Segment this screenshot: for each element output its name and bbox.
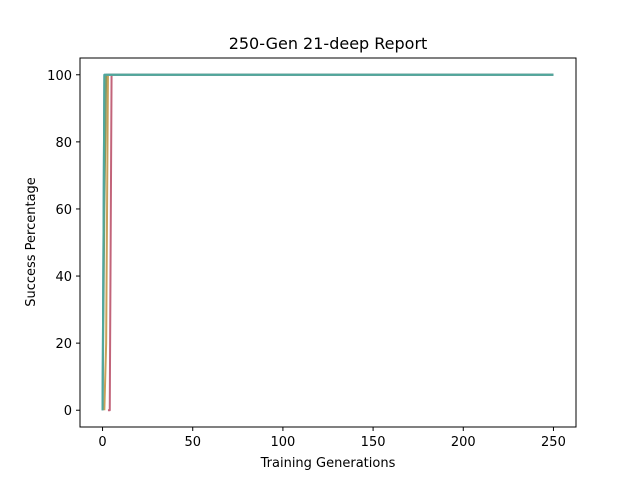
y-tick-label: 80 bbox=[55, 136, 72, 151]
series-line-5 bbox=[101, 73, 554, 411]
x-tick-label: 150 bbox=[361, 435, 386, 450]
y-tick-label: 20 bbox=[55, 337, 72, 352]
x-tick-label: 200 bbox=[451, 435, 476, 450]
series-line-3 bbox=[101, 73, 554, 411]
y-tick-label: 0 bbox=[64, 404, 72, 419]
plot-lines bbox=[101, 73, 554, 412]
x-axis-ticks: 0 50 100 150 200 250 bbox=[98, 427, 566, 450]
x-tick-label: 100 bbox=[270, 435, 295, 450]
y-tick-label: 40 bbox=[55, 270, 72, 285]
x-tick-label: 50 bbox=[184, 435, 201, 450]
x-tick-label: 250 bbox=[541, 435, 566, 450]
y-axis-label: Success Percentage bbox=[24, 177, 39, 307]
y-tick-label: 60 bbox=[55, 203, 72, 218]
chart-title: 250-Gen 21-deep Report bbox=[229, 34, 428, 53]
y-axis-ticks: 0 20 40 60 80 100 bbox=[47, 69, 80, 419]
series-line-4 bbox=[101, 73, 554, 411]
y-tick-label: 100 bbox=[47, 69, 72, 84]
x-tick-label: 0 bbox=[98, 435, 106, 450]
series-line-1 bbox=[107, 73, 554, 412]
x-axis-label: Training Generations bbox=[260, 456, 396, 471]
plot-frame bbox=[79, 57, 577, 428]
series-line-2 bbox=[103, 73, 554, 411]
